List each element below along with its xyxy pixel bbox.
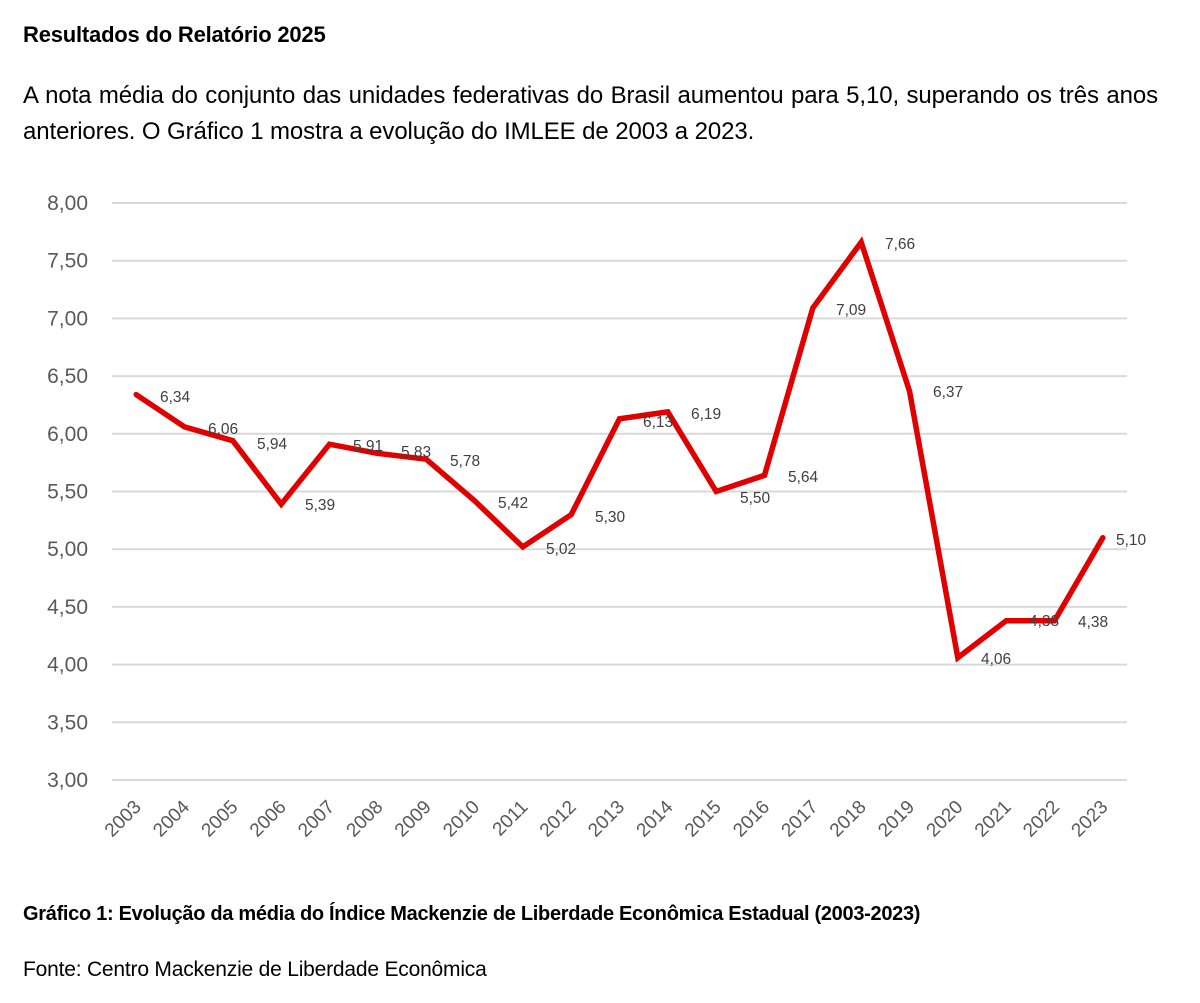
x-tick-label: 2008 <box>343 797 388 842</box>
y-tick-label: 6,50 <box>47 365 88 388</box>
data-label: 4,06 <box>981 651 1011 668</box>
x-tick-label: 2006 <box>246 797 291 842</box>
data-label: 4,38 <box>1078 614 1108 631</box>
x-tick-label: 2003 <box>101 797 146 842</box>
data-label: 5,91 <box>353 438 383 455</box>
x-tick-label: 2013 <box>584 797 629 842</box>
data-labels: 6,34 6,06 5,94 5,39 5,91 5,83 5,78 5,42 5,02 5,30… <box>160 236 1147 668</box>
intro-paragraph: A nota média do conjunto das unidades fe… <box>23 82 1158 145</box>
x-tick-label: 2021 <box>971 797 1016 842</box>
x-tick-label: 2016 <box>729 797 774 842</box>
y-axis-ticks: 8,00 7,50 7,00 6,50 6,00 5,50 5,00 4,50 4,00 3,50… <box>47 192 88 792</box>
x-tick-label: 2007 <box>294 797 339 842</box>
y-tick-label: 5,00 <box>47 538 88 561</box>
x-tick-label: 2011 <box>489 797 533 841</box>
data-label: 5,94 <box>257 436 288 453</box>
x-tick-label: 2017 <box>778 797 823 842</box>
data-label: 6,06 <box>208 421 238 438</box>
x-tick-label: 2010 <box>439 797 484 842</box>
y-tick-label: 3,50 <box>47 711 88 734</box>
chart-source: Fonte: Centro Mackenzie de Liberdade Eco… <box>23 958 487 981</box>
x-tick-label: 2018 <box>826 797 871 842</box>
data-label: 7,09 <box>836 302 866 319</box>
y-tick-label: 7,00 <box>47 307 88 330</box>
y-tick-label: 4,00 <box>47 654 88 677</box>
data-label: 7,66 <box>885 236 915 253</box>
x-tick-label: 2022 <box>1019 797 1064 842</box>
gridlines <box>112 202 1127 781</box>
data-label: 6,34 <box>160 389 191 406</box>
x-tick-label: 2023 <box>1068 797 1113 842</box>
data-label: 5,02 <box>546 541 576 558</box>
line-chart: 8,00 7,50 7,00 6,50 6,00 5,50 5,00 4,50 4,00 3,50… <box>47 192 1147 841</box>
data-label: 5,78 <box>450 453 480 470</box>
data-label: 6,19 <box>691 406 721 423</box>
x-tick-label: 2004 <box>149 796 194 841</box>
data-label: 5,10 <box>1116 532 1147 549</box>
x-tick-label: 2019 <box>874 797 919 842</box>
data-label: 5,42 <box>498 495 528 512</box>
x-axis-ticks: 2003 2004 2005 2006 2007 2008 2009 2010 2011 2012… <box>101 796 1112 841</box>
chart-caption: Gráfico 1: Evolução da média do Índice M… <box>23 903 921 925</box>
data-label: 5,64 <box>788 469 819 486</box>
data-label: 4,38 <box>1029 613 1059 630</box>
x-tick-label: 2005 <box>198 797 243 842</box>
x-tick-label: 2015 <box>681 797 726 842</box>
y-tick-label: 8,00 <box>47 192 88 215</box>
data-label: 5,83 <box>401 444 431 461</box>
y-tick-label: 6,00 <box>47 423 88 446</box>
data-label: 6,37 <box>933 384 963 401</box>
data-label: 6,13 <box>643 414 673 431</box>
y-tick-label: 4,50 <box>47 596 88 619</box>
data-label: 5,39 <box>305 497 335 514</box>
x-tick-label: 2009 <box>391 797 436 842</box>
series-imlee <box>133 236 1106 663</box>
x-tick-label: 2014 <box>633 796 678 841</box>
y-tick-label: 3,00 <box>47 769 88 792</box>
x-tick-label: 2012 <box>536 797 581 842</box>
x-tick-label: 2020 <box>923 797 968 842</box>
data-label: 5,30 <box>595 509 626 526</box>
data-label: 5,50 <box>740 490 771 507</box>
report-heading: Resultados do Relatório 2025 <box>23 22 326 47</box>
y-tick-label: 7,50 <box>47 250 88 273</box>
y-tick-label: 5,50 <box>47 481 88 504</box>
